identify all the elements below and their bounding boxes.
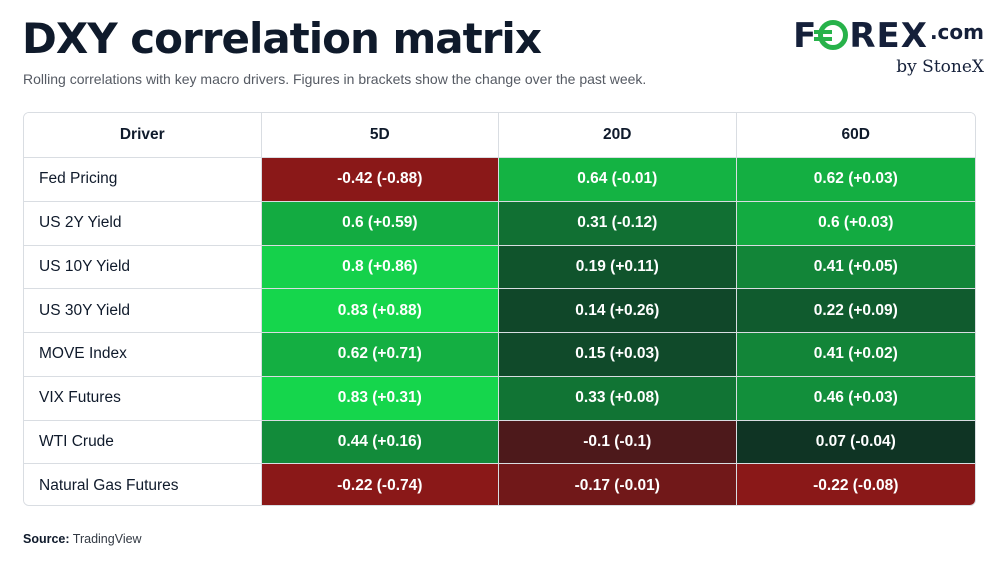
correlation-cell-5d: -0.22 (-0.74) bbox=[261, 464, 500, 505]
table-row: US 2Y Yield 0.6 (+0.59) 0.31 (-0.12) 0.6 (+… bbox=[24, 201, 975, 246]
source-label: Source: bbox=[23, 532, 70, 546]
correlation-cell-20d: 0.31 (-0.12) bbox=[499, 201, 737, 246]
correlation-cell-60d: 0.22 (+0.09) bbox=[736, 289, 975, 333]
correlation-cell-60d: 0.41 (+0.02) bbox=[736, 333, 975, 377]
logo-text-before: F bbox=[793, 16, 818, 56]
driver-cell: WTI Crude bbox=[24, 420, 262, 465]
correlation-cell-60d: -0.22 (-0.08) bbox=[736, 464, 975, 505]
driver-cell: US 10Y Yield bbox=[24, 245, 262, 290]
source-value: TradingView bbox=[72, 532, 142, 546]
correlation-cell-20d: 0.64 (-0.01) bbox=[499, 158, 737, 202]
correlation-cell-5d: 0.83 (+0.31) bbox=[261, 376, 500, 421]
correlation-cell-60d: 0.6 (+0.03) bbox=[736, 201, 975, 246]
table-row: Natural Gas Futures -0.22 (-0.74) -0.17 (-… bbox=[24, 464, 975, 505]
correlation-cell-20d: 0.33 (+0.08) bbox=[499, 376, 737, 421]
header-20d: 20D bbox=[499, 113, 737, 158]
correlation-cell-60d: 0.62 (+0.03) bbox=[736, 158, 975, 202]
logo-o-icon bbox=[814, 20, 849, 50]
table-header-row: Driver 5D 20D 60D bbox=[24, 113, 975, 158]
source-note: Source: TradingView bbox=[23, 532, 142, 546]
table-row: US 10Y Yield 0.8 (+0.86) 0.19 (+0.11) 0.41 … bbox=[24, 245, 975, 290]
driver-cell: Natural Gas Futures bbox=[24, 464, 262, 505]
correlation-cell-20d: 0.14 (+0.26) bbox=[499, 289, 737, 333]
logo-text-after: REX bbox=[849, 16, 928, 56]
table-row: US 30Y Yield 0.83 (+0.88) 0.14 (+0.26) 0.22… bbox=[24, 289, 975, 333]
correlation-cell-5d: -0.42 (-0.88) bbox=[261, 158, 500, 202]
correlation-cell-5d: 0.8 (+0.86) bbox=[261, 245, 500, 290]
correlation-cell-5d: 0.62 (+0.71) bbox=[261, 333, 500, 377]
correlation-table: Driver 5D 20D 60D Fed Pricing -0.42 (-0.8… bbox=[23, 112, 976, 506]
header-driver: Driver bbox=[24, 113, 262, 158]
table-row: Fed Pricing -0.42 (-0.88) 0.64 (-0.01) 0.62… bbox=[24, 158, 975, 202]
table-row: MOVE Index 0.62 (+0.71) 0.15 (+0.03) 0.41 (… bbox=[24, 333, 975, 377]
logo-wordmark: F REX .com bbox=[793, 16, 984, 56]
correlation-cell-5d: 0.44 (+0.16) bbox=[261, 420, 500, 465]
header-60d: 60D bbox=[736, 113, 975, 158]
logo-suffix: .com bbox=[929, 20, 984, 44]
correlation-cell-20d: -0.17 (-0.01) bbox=[499, 464, 737, 505]
forex-logo[interactable]: F REX .com by StoneX bbox=[784, 16, 984, 77]
chart-title: DXY correlation matrix bbox=[22, 14, 542, 63]
header-5d: 5D bbox=[261, 113, 499, 158]
chart-subtitle: Rolling correlations with key macro driv… bbox=[23, 71, 647, 87]
correlation-cell-5d: 0.6 (+0.59) bbox=[261, 201, 500, 246]
driver-cell: US 30Y Yield bbox=[24, 289, 262, 333]
correlation-cell-20d: -0.1 (-0.1) bbox=[499, 420, 737, 465]
correlation-cell-60d: 0.41 (+0.05) bbox=[736, 245, 975, 290]
correlation-cell-60d: 0.07 (-0.04) bbox=[736, 420, 975, 465]
correlation-cell-5d: 0.83 (+0.88) bbox=[261, 289, 500, 333]
correlation-cell-20d: 0.19 (+0.11) bbox=[499, 245, 737, 290]
table-row: WTI Crude 0.44 (+0.16) -0.1 (-0.1) 0.07 (-0… bbox=[24, 420, 975, 465]
driver-cell: MOVE Index bbox=[24, 333, 262, 377]
driver-cell: US 2Y Yield bbox=[24, 201, 262, 246]
correlation-cell-60d: 0.46 (+0.03) bbox=[736, 376, 975, 421]
driver-cell: Fed Pricing bbox=[24, 158, 262, 202]
table-row: VIX Futures 0.83 (+0.31) 0.33 (+0.08) 0.46 … bbox=[24, 376, 975, 421]
driver-cell: VIX Futures bbox=[24, 376, 262, 421]
logo-byline: by StoneX bbox=[896, 57, 984, 77]
correlation-cell-20d: 0.15 (+0.03) bbox=[499, 333, 737, 377]
table-body: Fed Pricing -0.42 (-0.88) 0.64 (-0.01) 0.62… bbox=[24, 158, 975, 505]
